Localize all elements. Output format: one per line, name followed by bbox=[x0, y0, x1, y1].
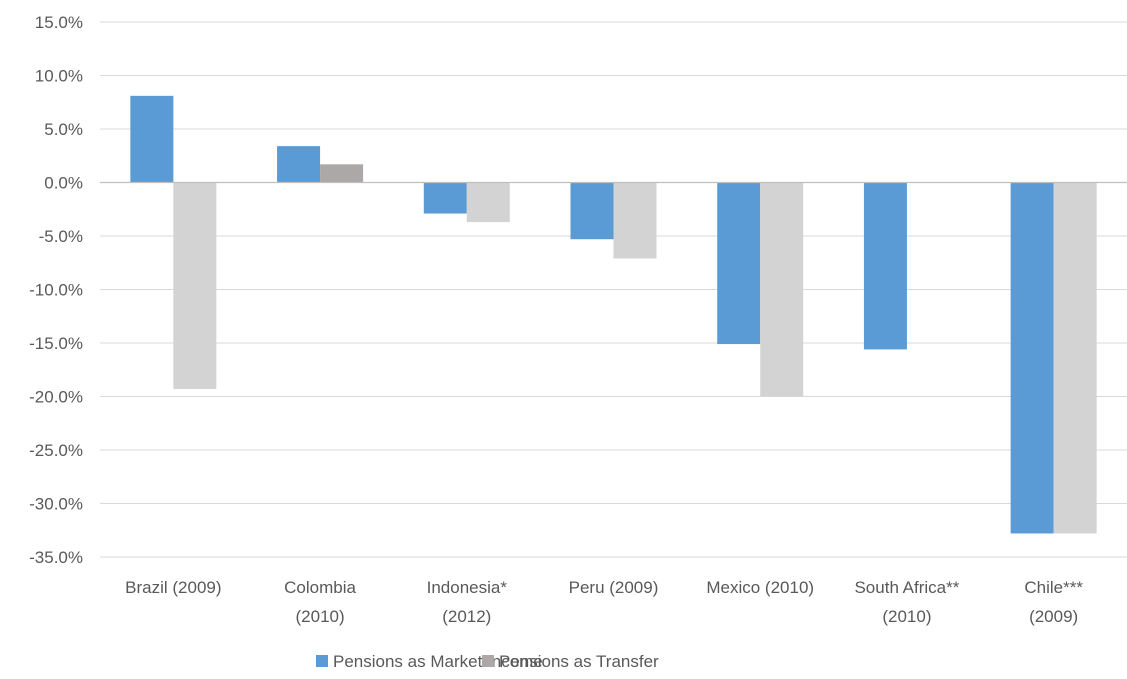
legend-swatch-transfer bbox=[482, 655, 494, 667]
legend-swatch-market-income bbox=[316, 655, 328, 667]
x-category-label: (2012) bbox=[442, 607, 491, 626]
bar-market-income bbox=[423, 182, 467, 214]
bar-market-income bbox=[130, 95, 174, 183]
y-tick-label: -35.0% bbox=[29, 548, 83, 567]
legend-label: Pensions as Transfer bbox=[499, 652, 659, 671]
y-tick-label: -20.0% bbox=[29, 388, 83, 407]
x-category-label: Indonesia* bbox=[427, 578, 508, 597]
x-category-label: Brazil (2009) bbox=[125, 578, 221, 597]
bar-transfer bbox=[466, 182, 510, 223]
bar-market-income bbox=[570, 182, 614, 240]
y-tick-label: -30.0% bbox=[29, 495, 83, 514]
y-tick-label: 15.0% bbox=[35, 13, 83, 32]
bar-market-income bbox=[863, 182, 907, 350]
bar-transfer bbox=[760, 182, 804, 397]
y-tick-label: -15.0% bbox=[29, 334, 83, 353]
x-category-label: Colombia bbox=[284, 578, 356, 597]
x-category-label: Peru (2009) bbox=[569, 578, 659, 597]
y-tick-label: 0.0% bbox=[44, 174, 83, 193]
bar-market-income bbox=[277, 146, 321, 183]
y-tick-label: 5.0% bbox=[44, 120, 83, 139]
x-category-label: Chile*** bbox=[1024, 578, 1083, 597]
bar-market-income bbox=[717, 182, 761, 345]
x-category-label: (2009) bbox=[1029, 607, 1078, 626]
y-tick-label: -10.0% bbox=[29, 281, 83, 300]
bar-transfer bbox=[1053, 182, 1097, 534]
bar-transfer bbox=[173, 182, 217, 390]
x-category-label: Mexico (2010) bbox=[706, 578, 814, 597]
x-category-label: South Africa** bbox=[854, 578, 959, 597]
x-category-label: (2010) bbox=[882, 607, 931, 626]
y-tick-label: 10.0% bbox=[35, 67, 83, 86]
bar-transfer bbox=[320, 164, 364, 183]
y-tick-label: -25.0% bbox=[29, 441, 83, 460]
bar-transfer bbox=[613, 182, 657, 259]
bar-market-income bbox=[1010, 182, 1054, 534]
y-tick-label: -5.0% bbox=[39, 227, 83, 246]
x-category-label: (2010) bbox=[296, 607, 345, 626]
